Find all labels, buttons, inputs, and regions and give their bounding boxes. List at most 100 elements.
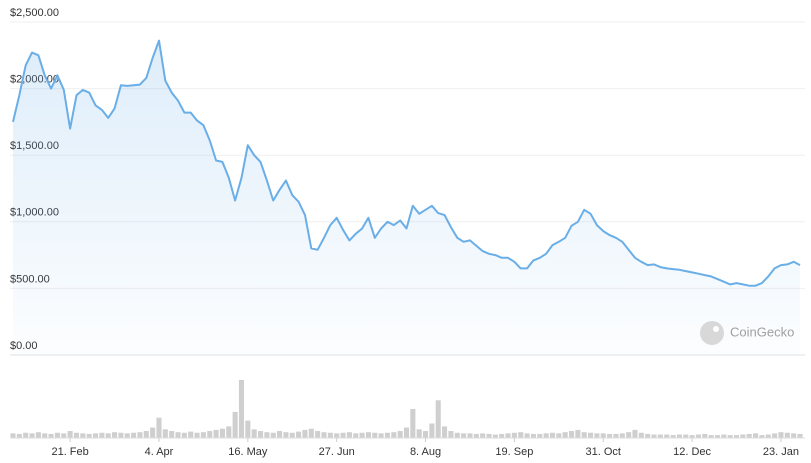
volume-bar bbox=[378, 433, 384, 438]
volume-bar bbox=[118, 432, 124, 438]
volume-bar bbox=[632, 429, 638, 438]
volume-bar bbox=[518, 432, 524, 438]
volume-bar bbox=[232, 411, 238, 438]
volume-bar bbox=[499, 433, 505, 438]
x-tick-label: 27. Jun bbox=[319, 446, 355, 458]
volume-bar bbox=[23, 432, 29, 438]
volume-bar bbox=[226, 426, 232, 438]
volume-bar bbox=[213, 429, 219, 438]
volume-bar bbox=[480, 433, 486, 438]
volume-bar bbox=[568, 431, 575, 438]
volume-bar bbox=[575, 429, 581, 438]
volume-bar bbox=[270, 432, 276, 438]
volume-bar bbox=[733, 435, 740, 438]
volume-bar bbox=[537, 433, 543, 438]
volume-bar bbox=[137, 432, 143, 438]
volume-bar bbox=[42, 433, 48, 438]
x-tick-label: 16. May bbox=[228, 446, 268, 458]
volume-bar bbox=[784, 432, 790, 438]
volume-bar bbox=[638, 432, 644, 438]
volume-bar bbox=[99, 432, 105, 438]
volume-bar bbox=[753, 433, 759, 438]
volume-bar bbox=[35, 432, 41, 438]
x-tick-label: 31. Oct bbox=[586, 446, 621, 458]
volume-bar bbox=[505, 433, 511, 438]
volume-bar bbox=[29, 433, 35, 438]
volume-bar bbox=[492, 434, 498, 438]
volume-bar bbox=[251, 429, 257, 438]
volume-bar bbox=[791, 433, 797, 438]
volume-bar bbox=[562, 432, 568, 438]
volume-bar bbox=[511, 432, 517, 438]
volume-bar bbox=[207, 431, 213, 438]
volume-bar bbox=[664, 434, 670, 438]
volume-bar bbox=[676, 434, 682, 438]
volume-bar bbox=[302, 429, 308, 438]
volume-bar bbox=[86, 433, 92, 438]
volume-bar bbox=[714, 435, 721, 438]
volume-bar bbox=[315, 431, 321, 438]
volume-bar bbox=[435, 400, 441, 438]
volume-bar bbox=[181, 432, 187, 438]
volume-bar bbox=[156, 417, 162, 438]
volume-bar bbox=[283, 432, 289, 438]
volume-bar bbox=[708, 435, 714, 438]
volume-bar bbox=[16, 433, 22, 438]
volume-bar bbox=[645, 433, 651, 438]
volume-bar bbox=[549, 432, 556, 438]
volume-bar bbox=[327, 432, 333, 438]
x-tick-label: 4. Apr bbox=[145, 446, 174, 458]
volume-bar bbox=[54, 432, 60, 438]
volume-bar bbox=[257, 431, 264, 438]
volume-bar bbox=[613, 433, 619, 438]
volume-bar bbox=[131, 432, 137, 438]
volume-bar bbox=[721, 434, 727, 438]
volume-bar bbox=[581, 432, 587, 438]
volume-bar bbox=[150, 427, 156, 438]
volume-bar bbox=[403, 427, 410, 438]
x-tick-label: 23. Jan bbox=[763, 446, 799, 458]
volume-bar bbox=[277, 431, 283, 438]
volume-bar bbox=[143, 431, 149, 438]
volume-bar bbox=[365, 432, 371, 438]
volume-bar bbox=[429, 423, 435, 438]
volume-bar bbox=[359, 432, 365, 438]
volume-bar bbox=[61, 433, 67, 438]
volume-bar bbox=[289, 432, 295, 438]
volume-bar bbox=[772, 433, 778, 438]
volume-bar bbox=[321, 432, 327, 438]
volume-bar bbox=[296, 431, 302, 438]
volume-bar bbox=[740, 434, 746, 438]
volume-bar bbox=[543, 433, 549, 438]
volume-bar bbox=[530, 433, 536, 438]
volume-bar bbox=[607, 433, 613, 438]
volume-bar bbox=[372, 432, 378, 438]
x-tick-label: 19. Sep bbox=[495, 446, 533, 458]
volume-bar bbox=[448, 431, 454, 438]
price-line bbox=[12, 39, 801, 287]
volume-bar bbox=[308, 428, 314, 438]
price-area bbox=[13, 40, 800, 355]
volume-bar bbox=[340, 432, 346, 438]
volume-bar bbox=[397, 431, 403, 438]
volume-bar bbox=[264, 432, 270, 438]
volume-bar bbox=[391, 432, 397, 438]
volume-bar bbox=[416, 429, 422, 438]
x-tick-label: 21. Feb bbox=[51, 446, 88, 458]
volume-bar bbox=[73, 432, 80, 438]
volume-bar bbox=[188, 431, 194, 438]
volume-bar bbox=[334, 433, 340, 438]
x-tick-label: 12. Dec bbox=[673, 446, 711, 458]
volume-bar bbox=[600, 433, 606, 438]
volume-bar bbox=[10, 433, 16, 438]
volume-bar bbox=[461, 433, 467, 438]
volume-bar bbox=[702, 433, 708, 438]
watermark-text: CoinGecko bbox=[730, 324, 794, 339]
volume-bar bbox=[245, 420, 251, 438]
volume-bar bbox=[765, 434, 771, 438]
volume-bar bbox=[48, 433, 54, 438]
volume-bar bbox=[594, 433, 600, 438]
volume-bar bbox=[353, 433, 359, 438]
x-tick-label: 8. Aug bbox=[410, 446, 441, 458]
